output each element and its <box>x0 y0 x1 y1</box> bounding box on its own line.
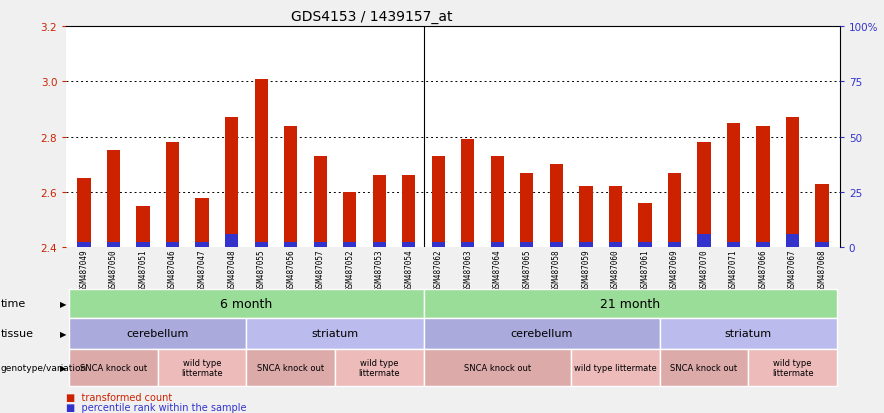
Bar <box>78 179 91 248</box>
Bar <box>372 176 386 248</box>
Bar <box>727 123 740 248</box>
Bar <box>107 242 120 248</box>
Text: ▶: ▶ <box>60 329 66 338</box>
Bar <box>166 242 179 248</box>
Text: ■  percentile rank within the sample: ■ percentile rank within the sample <box>66 402 247 412</box>
Bar <box>550 165 563 248</box>
Text: SNCA knock out: SNCA knock out <box>464 363 531 372</box>
Bar <box>550 242 563 248</box>
Bar <box>136 242 149 248</box>
Bar <box>638 204 652 248</box>
Bar <box>343 192 356 248</box>
Text: wild type
littermate: wild type littermate <box>181 358 223 377</box>
Bar <box>609 187 622 248</box>
Text: striatum: striatum <box>311 328 359 339</box>
Text: SNCA knock out: SNCA knock out <box>80 363 147 372</box>
Text: cerebellum: cerebellum <box>510 328 573 339</box>
Bar <box>461 140 475 248</box>
Bar <box>638 242 652 248</box>
Bar <box>520 173 534 248</box>
Bar <box>757 242 770 248</box>
Bar <box>667 242 681 248</box>
Text: 21 month: 21 month <box>600 297 660 310</box>
Bar <box>225 234 239 248</box>
Bar <box>314 157 327 248</box>
Bar <box>402 242 415 248</box>
Text: cerebellum: cerebellum <box>126 328 189 339</box>
Text: wild type
littermate: wild type littermate <box>358 358 400 377</box>
Bar <box>284 126 297 248</box>
Bar <box>314 242 327 248</box>
Bar <box>491 242 504 248</box>
Text: ■  transformed count: ■ transformed count <box>66 392 172 402</box>
Text: ▶: ▶ <box>60 299 66 308</box>
Bar <box>255 79 268 248</box>
Bar <box>697 234 711 248</box>
Bar <box>815 184 828 248</box>
Bar <box>757 126 770 248</box>
Bar <box>431 157 445 248</box>
Text: wild type
littermate: wild type littermate <box>772 358 813 377</box>
Bar <box>343 242 356 248</box>
Bar <box>78 242 91 248</box>
Text: time: time <box>1 299 27 309</box>
Bar <box>697 143 711 248</box>
Bar <box>195 198 209 248</box>
Bar <box>491 157 504 248</box>
Bar <box>579 242 592 248</box>
Bar <box>520 242 534 248</box>
Bar <box>786 118 799 248</box>
Bar <box>225 118 239 248</box>
Bar <box>136 206 149 248</box>
Bar <box>195 242 209 248</box>
Bar <box>815 242 828 248</box>
Text: SNCA knock out: SNCA knock out <box>257 363 324 372</box>
Bar <box>786 234 799 248</box>
Bar <box>727 242 740 248</box>
Bar <box>255 242 268 248</box>
Bar <box>166 143 179 248</box>
Text: wild type littermate: wild type littermate <box>574 363 657 372</box>
Bar <box>402 176 415 248</box>
Text: striatum: striatum <box>725 328 772 339</box>
Bar <box>372 242 386 248</box>
Bar <box>284 242 297 248</box>
Bar <box>461 242 475 248</box>
Text: tissue: tissue <box>1 328 34 339</box>
Text: genotype/variation: genotype/variation <box>1 363 88 372</box>
Text: GDS4153 / 1439157_at: GDS4153 / 1439157_at <box>291 10 452 24</box>
Bar <box>609 242 622 248</box>
Bar <box>107 151 120 248</box>
Bar <box>431 242 445 248</box>
Text: 6 month: 6 month <box>220 297 272 310</box>
Text: ▶: ▶ <box>60 363 66 372</box>
Bar <box>579 187 592 248</box>
Bar <box>667 173 681 248</box>
Text: SNCA knock out: SNCA knock out <box>670 363 737 372</box>
